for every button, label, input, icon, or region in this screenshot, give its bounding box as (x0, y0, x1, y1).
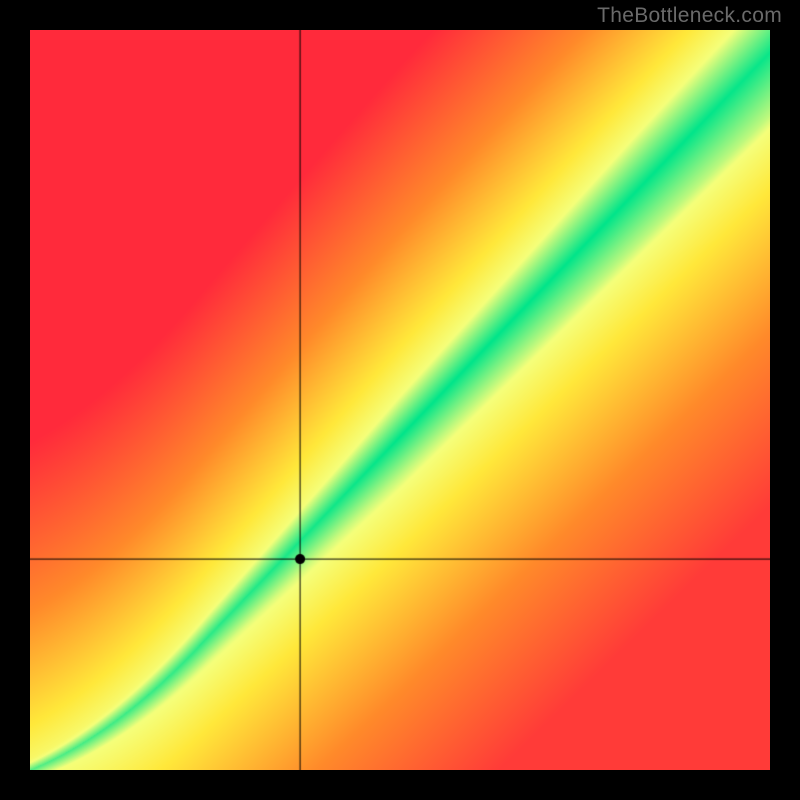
heatmap-canvas (30, 30, 770, 770)
chart-container: TheBottleneck.com (0, 0, 800, 800)
heatmap-chart (30, 30, 770, 770)
watermark-text: TheBottleneck.com (597, 4, 782, 28)
